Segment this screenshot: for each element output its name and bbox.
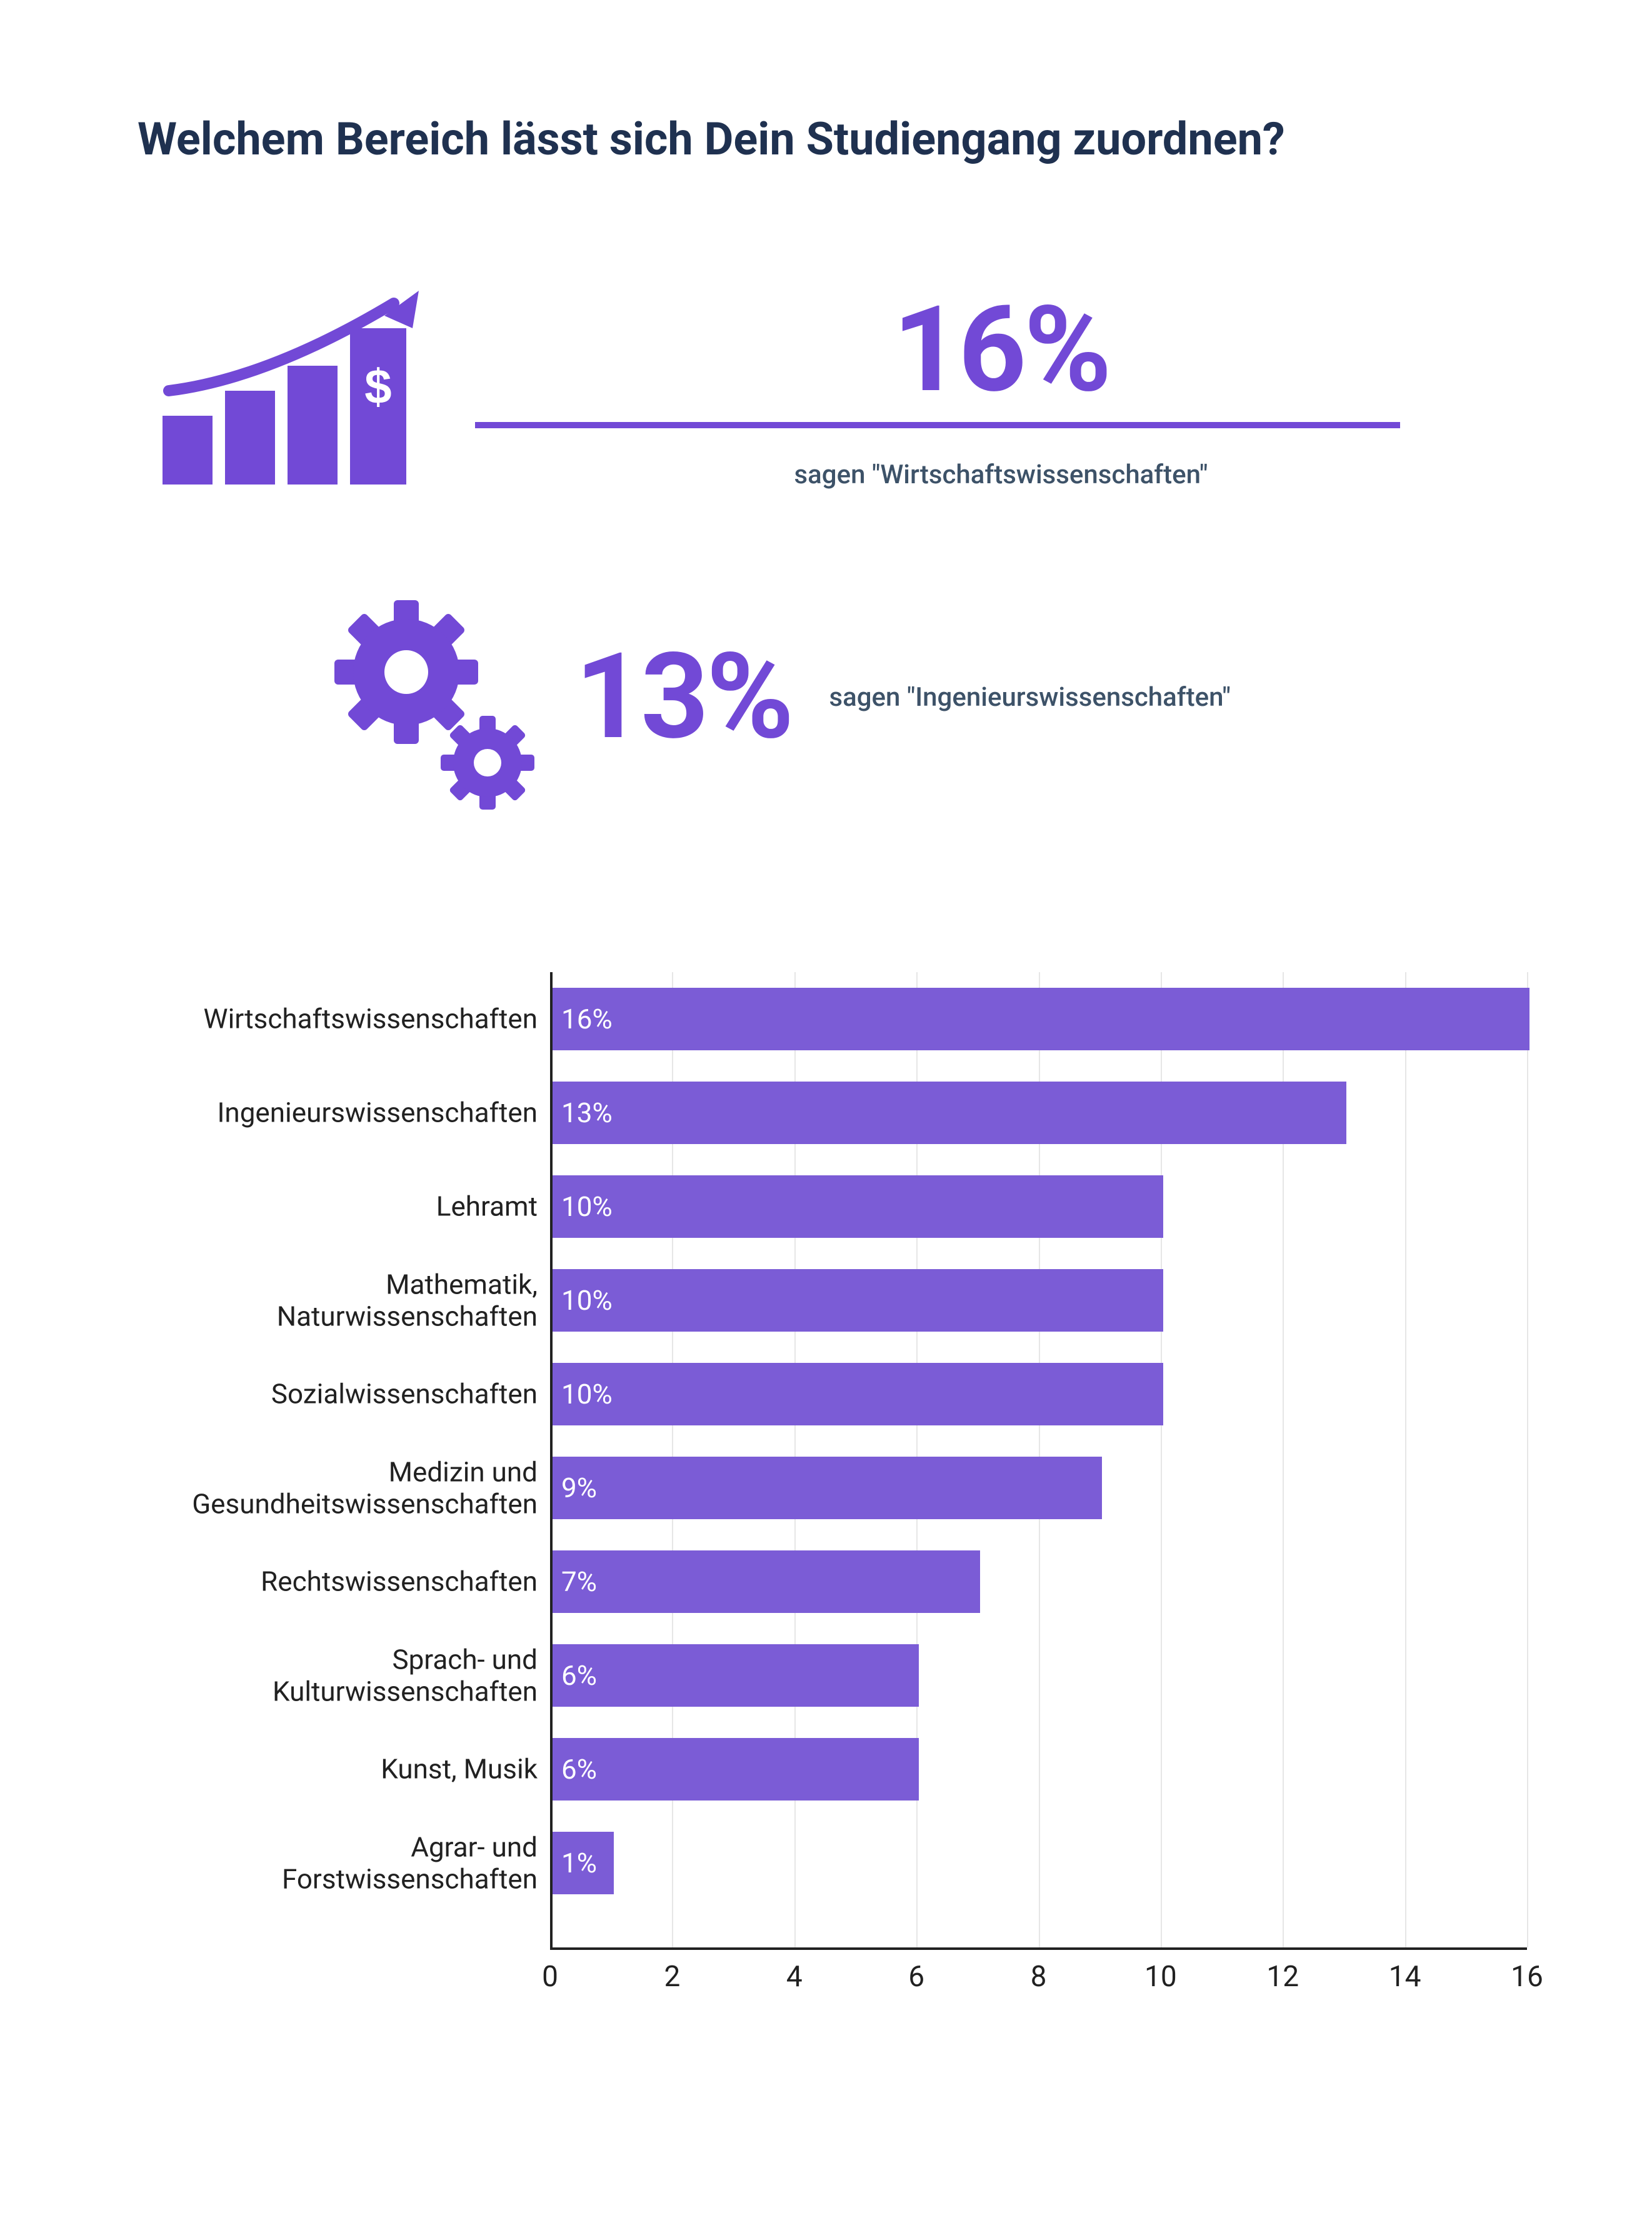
bar-value-label: 13% (561, 1097, 613, 1129)
x-tick-label: 10 (1144, 1960, 1177, 1994)
chart-bar (553, 1363, 1163, 1425)
highlight-engineering: 13% sagen "Ingenieurswissenschaften" (138, 585, 1527, 810)
x-tick-label: 2 (664, 1960, 680, 1994)
chart-bar (553, 1269, 1163, 1332)
bar-value-label: 1% (561, 1847, 597, 1879)
highlight1-percent: 16% (475, 291, 1527, 422)
x-axis-line (550, 1947, 1527, 1950)
bar-value-label: 16% (561, 1003, 613, 1035)
bar-value-label: 10% (561, 1284, 613, 1317)
x-tick-label: 6 (908, 1960, 924, 1994)
svg-text:$: $ (364, 359, 391, 414)
bar-value-label: 7% (561, 1565, 597, 1598)
x-tick-label: 16 (1511, 1960, 1543, 1994)
bar-value-label: 10% (561, 1190, 613, 1223)
bar-value-label: 6% (561, 1753, 597, 1786)
y-axis-label: Ingenieurswissenschaften (138, 1097, 538, 1129)
x-tick-label: 4 (786, 1960, 803, 1994)
chart-bar (553, 1175, 1163, 1238)
y-axis-label: Kunst, Musik (138, 1754, 538, 1786)
highlight1-underline (475, 422, 1400, 428)
y-axis-label: Lehramt (138, 1191, 538, 1223)
chart-bar (553, 1550, 980, 1613)
y-axis-label: Wirtschaftswissenschaften (138, 1003, 538, 1035)
y-axis-label: Agrar- undForstwissenschaften (138, 1831, 538, 1894)
chart-bar (553, 1644, 919, 1707)
y-axis-label: Mathematik,Naturwissenschaften (138, 1268, 538, 1332)
chart-bar (553, 988, 1529, 1050)
page-title: Welchem Bereich lässt sich Dein Studieng… (138, 113, 1527, 166)
gears-icon (300, 585, 550, 810)
x-tick-label: 8 (1031, 1960, 1047, 1994)
bar-value-label: 6% (561, 1659, 597, 1692)
highlight1-subtext: sagen "Wirtschaftswissenschaften" (475, 460, 1527, 490)
x-tick-label: 12 (1266, 1960, 1299, 1994)
bar-value-label: 10% (561, 1378, 613, 1410)
chart-bar (553, 1082, 1346, 1144)
x-tick-label: 0 (542, 1960, 558, 1994)
growth-chart-icon: $ (138, 291, 438, 497)
highlight-economics: $ 16% sagen "Wirtschaftswissenschaften" (138, 291, 1527, 497)
highlight2-percent: 13% (575, 638, 791, 756)
x-tick-label: 14 (1389, 1960, 1421, 1994)
chart-bar (553, 1738, 919, 1801)
bar-value-label: 9% (561, 1472, 597, 1504)
y-axis-label: Rechtswissenschaften (138, 1566, 538, 1598)
chart-bar (553, 1457, 1102, 1519)
bar-chart: Wirtschaftswissenschaften Ingenieurswisse… (138, 972, 1527, 2035)
grid-line (1527, 972, 1528, 1947)
y-axis-label: Sprach- undKulturwissenschaften (138, 1644, 538, 1707)
highlight2-subtext: sagen "Ingenieurswissenschaften" (829, 682, 1230, 713)
grid-line (1405, 972, 1406, 1947)
y-axis-label: Medizin undGesundheitswissenschaften (138, 1456, 538, 1519)
y-axis-label: Sozialwissenschaften (138, 1379, 538, 1410)
